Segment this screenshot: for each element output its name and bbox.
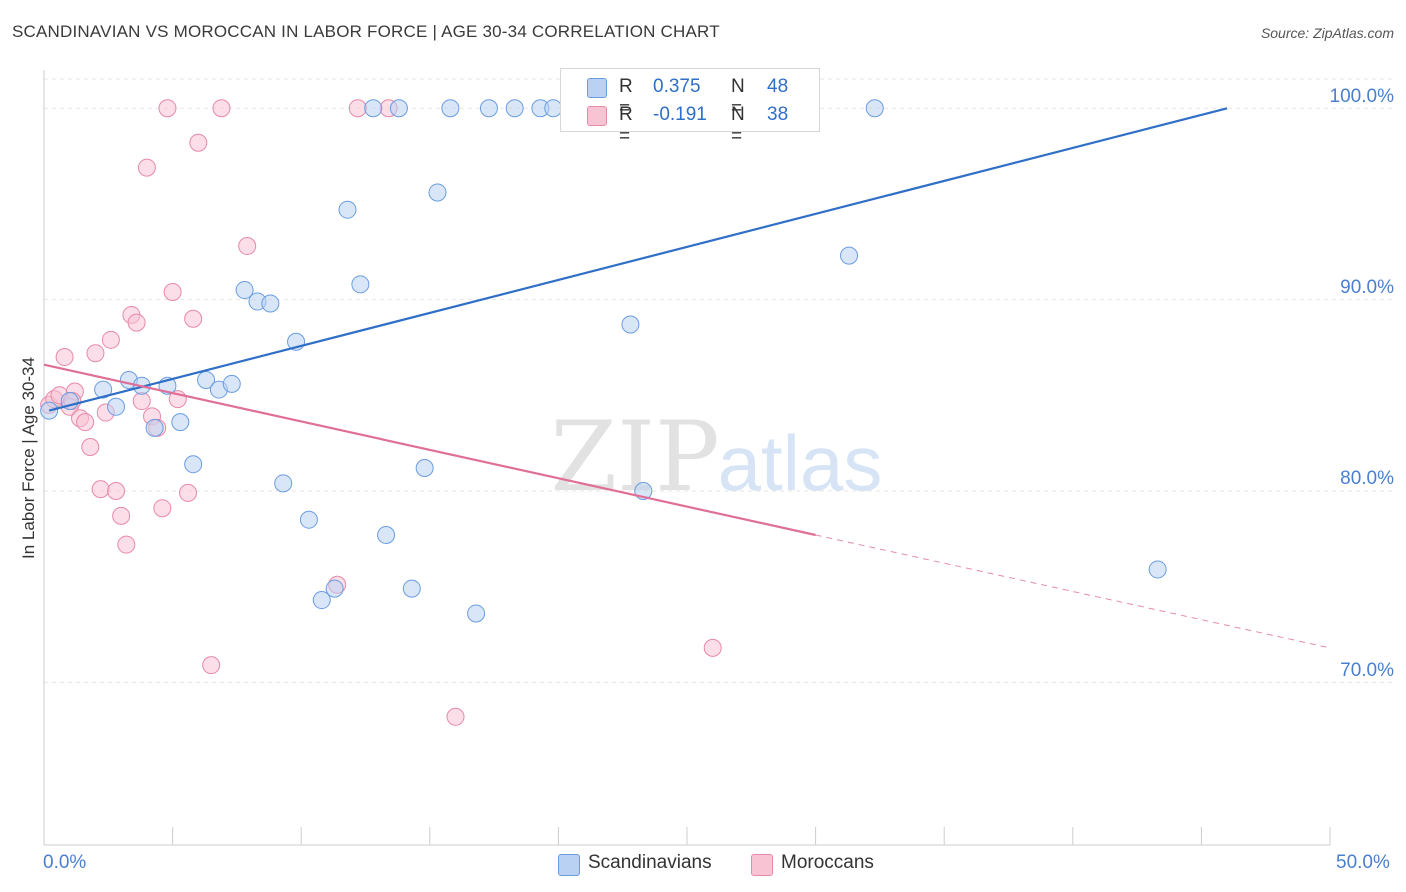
moroccans-point: [86, 344, 105, 363]
scandinavians-point: [197, 371, 216, 389]
moroccans-point: [703, 638, 722, 657]
moroccans-point: [212, 99, 231, 118]
moroccans-point: [101, 330, 120, 349]
scandinavians-point: [325, 579, 344, 598]
legend-r-label: R =: [619, 104, 633, 147]
scandinavians-point: [274, 474, 293, 493]
moroccans-point: [348, 99, 367, 118]
scandinavians-point: [145, 418, 164, 437]
y-tick-label-70: 70.0%: [1340, 660, 1394, 681]
scandinavians-point: [621, 315, 640, 334]
scandinavians-point: [364, 99, 383, 118]
moroccans-point: [153, 499, 172, 518]
scandinavians-point: [338, 200, 357, 219]
scandinavians-point: [389, 99, 408, 118]
moroccans-point: [158, 99, 177, 118]
scandinavians-point: [261, 294, 280, 313]
source-credit: Source: ZipAtlas.com: [1260, 25, 1394, 41]
chart-title: SCANDINAVIAN VS MOROCCAN IN LABOR FORCE …: [12, 22, 720, 41]
moroccans-point: [184, 309, 203, 328]
scandinavians-point: [441, 99, 460, 118]
moroccans-point: [91, 480, 110, 499]
scandinavians-point: [351, 275, 370, 294]
scandinavians-point: [94, 380, 113, 399]
legend-r-label: R =: [619, 76, 633, 119]
watermark-atlas: atlas: [718, 419, 883, 507]
moroccans-point: [179, 483, 198, 502]
moroccans-point: [446, 707, 465, 726]
legend-n-value: 38: [767, 104, 789, 125]
moroccans-point: [238, 237, 257, 256]
scandinavians-point: [299, 510, 318, 529]
moroccans-trend-line: [43, 363, 816, 537]
scandinavians-point: [222, 374, 241, 393]
moroccans-point: [137, 158, 156, 177]
scandinavians-point: [235, 281, 254, 300]
moroccans-point: [107, 481, 126, 500]
legend-n-value: 48: [767, 76, 789, 97]
trend-lines: [43, 107, 1331, 649]
moroccans-point: [81, 437, 100, 456]
scandinavians-point: [467, 604, 486, 623]
axes: [43, 70, 1331, 846]
moroccans-point: [202, 656, 221, 675]
y-tick-label-100: 100.0%: [1329, 86, 1394, 107]
y-tick-label-80: 80.0%: [1340, 468, 1394, 489]
legend-r-value: -0.191: [653, 104, 707, 125]
legend-swatch-moroccans: [587, 106, 607, 126]
moroccans-point: [55, 348, 74, 367]
legend: R = 0.375 N = 48 R = -0.191 N = 38: [560, 68, 820, 147]
scandinavians-point: [505, 99, 524, 118]
scandinavians-point: [428, 183, 447, 202]
y-tick-label-90: 90.0%: [1340, 277, 1394, 298]
scandinavians-point: [479, 99, 498, 118]
scandinavians-point: [415, 459, 434, 478]
legend-n-label: N =: [731, 104, 745, 147]
legend-n-label: N =: [731, 76, 745, 119]
moroccans-point: [127, 313, 146, 332]
scandinavians-point: [107, 397, 126, 416]
scandinavians-point: [1148, 560, 1167, 579]
moroccans-point: [76, 413, 95, 432]
scandinavians-point: [171, 413, 190, 432]
bottom-legend-swatch-moroccans: [751, 854, 773, 876]
scandinavians-point: [312, 591, 331, 610]
moroccans-point: [132, 392, 151, 411]
x-tick-label-max: 50.0%: [1336, 852, 1390, 873]
scandinavians-points: [40, 99, 1167, 623]
y-axis-label: In Labor Force | Age 30-34: [19, 357, 38, 559]
moroccans-trend-extension: [815, 534, 1331, 649]
legend-swatch-scandinavians: [587, 78, 607, 98]
bottom-legend-label-scandinavians: Scandinavians: [588, 852, 712, 873]
moroccans-point: [112, 506, 131, 525]
x-tick-label-min: 0.0%: [43, 852, 87, 873]
scandinavians-point: [865, 99, 884, 118]
moroccans-point: [117, 535, 136, 554]
scandinavians-point: [402, 579, 421, 598]
watermark: ZIP atlas: [550, 401, 882, 513]
bottom-legend-swatch-scandinavians: [558, 854, 580, 876]
legend-r-value: 0.375: [653, 76, 701, 97]
scandinavians-point: [840, 246, 859, 265]
grid-lines: [44, 78, 1392, 683]
scandinavians-point: [184, 455, 203, 474]
moroccans-point: [189, 133, 208, 152]
scandinavians-point: [377, 526, 396, 544]
scandinavians-trend-line: [48, 107, 1228, 412]
bottom-legend-label-moroccans: Moroccans: [781, 852, 874, 873]
moroccans-point: [163, 282, 182, 301]
